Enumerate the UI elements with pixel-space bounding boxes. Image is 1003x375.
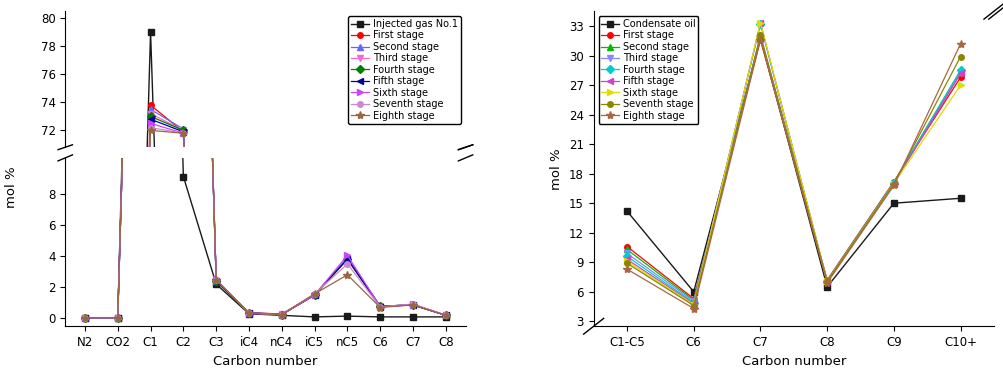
Condensate oil xyxy=(887,201,899,206)
Sixth stage xyxy=(753,20,765,25)
Line: Sixth stage: Sixth stage xyxy=(624,20,963,307)
Eighth stage xyxy=(820,280,832,285)
Second stage xyxy=(178,127,190,131)
Third stage xyxy=(144,111,156,116)
Seventh stage xyxy=(753,33,765,37)
Sixth stage xyxy=(144,121,156,126)
Fourth stage xyxy=(753,22,765,26)
Fourth stage xyxy=(144,114,156,118)
Line: Third stage: Third stage xyxy=(624,33,963,304)
Seventh stage xyxy=(887,181,899,186)
Condensate oil xyxy=(820,285,832,289)
Fifth stage xyxy=(753,21,765,26)
Eighth stage xyxy=(621,267,633,272)
Eighth stage xyxy=(753,38,765,42)
Legend: Injected gas No.1, First stage, Second stage, Third stage, Fourth stage, Fifth s: Injected gas No.1, First stage, Second s… xyxy=(348,16,460,124)
Fifth stage xyxy=(954,71,966,75)
Fifth stage xyxy=(687,302,699,306)
First stage xyxy=(753,38,765,42)
Line: Eighth stage: Eighth stage xyxy=(622,36,964,313)
First stage xyxy=(887,179,899,184)
Condensate oil xyxy=(954,196,966,201)
Third stage xyxy=(887,180,899,185)
Fifth stage xyxy=(820,279,832,284)
Third stage xyxy=(820,279,832,283)
Line: First stage: First stage xyxy=(624,37,963,302)
Seventh stage xyxy=(820,279,832,284)
Injected gas No.1 xyxy=(144,30,156,34)
Fourth stage xyxy=(820,279,832,283)
Sixth stage xyxy=(687,302,699,307)
Third stage xyxy=(753,34,765,38)
Line: First stage: First stage xyxy=(82,102,448,375)
Fourth stage xyxy=(687,300,699,305)
Sixth stage xyxy=(178,131,190,135)
Line: Fourth stage: Fourth stage xyxy=(624,21,963,305)
Condensate oil xyxy=(621,209,633,213)
Line: Condensate oil: Condensate oil xyxy=(623,34,963,295)
Line: Fourth stage: Fourth stage xyxy=(82,114,448,375)
Third stage xyxy=(954,71,966,75)
Second stage xyxy=(144,107,156,112)
Seventh stage xyxy=(621,261,633,266)
Line: Seventh stage: Seventh stage xyxy=(82,125,448,375)
Second stage xyxy=(753,36,765,40)
Second stage xyxy=(954,68,966,73)
Fourth stage xyxy=(887,180,899,185)
Sixth stage xyxy=(820,279,832,284)
Legend: Condensate oil, First stage, Second stage, Third stage, Fourth stage, Fifth stag: Condensate oil, First stage, Second stag… xyxy=(598,16,698,124)
Line: Seventh stage: Seventh stage xyxy=(624,32,963,308)
Eighth stage xyxy=(687,306,699,311)
Eighth stage xyxy=(178,131,190,135)
Eighth stage xyxy=(954,42,966,46)
Seventh stage xyxy=(144,125,156,130)
Seventh stage xyxy=(687,303,699,308)
Line: Second stage: Second stage xyxy=(82,106,448,375)
Line: Fifth stage: Fifth stage xyxy=(624,20,963,306)
Third stage xyxy=(621,251,633,256)
Condensate oil xyxy=(753,36,765,40)
Second stage xyxy=(621,247,633,252)
Third stage xyxy=(687,299,699,303)
Sixth stage xyxy=(954,83,966,87)
Second stage xyxy=(887,180,899,185)
Y-axis label: mol %: mol % xyxy=(550,148,563,190)
Third stage xyxy=(178,128,190,133)
Fifth stage xyxy=(621,257,633,262)
Seventh stage xyxy=(954,54,966,59)
Condensate oil xyxy=(687,290,699,294)
Fifth stage xyxy=(178,130,190,134)
Line: Eighth stage: Eighth stage xyxy=(80,126,449,375)
Seventh stage xyxy=(178,131,190,135)
First stage xyxy=(178,130,190,134)
First stage xyxy=(144,103,156,107)
Line: Injected gas No.1: Injected gas No.1 xyxy=(81,29,449,375)
Line: Sixth stage: Sixth stage xyxy=(82,121,448,375)
Text: mol %: mol % xyxy=(5,166,18,208)
Fifth stage xyxy=(887,181,899,186)
X-axis label: Carbon number: Carbon number xyxy=(741,354,846,368)
First stage xyxy=(687,296,699,301)
Line: Third stage: Third stage xyxy=(82,111,448,375)
Fourth stage xyxy=(178,128,190,133)
Second stage xyxy=(820,279,832,283)
Second stage xyxy=(687,298,699,302)
Fifth stage xyxy=(144,117,156,122)
First stage xyxy=(621,244,633,249)
First stage xyxy=(954,75,966,80)
Eighth stage xyxy=(887,183,899,188)
First stage xyxy=(820,278,832,282)
Line: Fifth stage: Fifth stage xyxy=(82,116,448,375)
Eighth stage xyxy=(144,128,156,133)
X-axis label: Carbon number: Carbon number xyxy=(213,354,317,368)
Sixth stage xyxy=(887,181,899,186)
Fourth stage xyxy=(621,254,633,259)
Sixth stage xyxy=(621,259,633,264)
Fourth stage xyxy=(954,68,966,73)
Line: Second stage: Second stage xyxy=(624,35,963,303)
